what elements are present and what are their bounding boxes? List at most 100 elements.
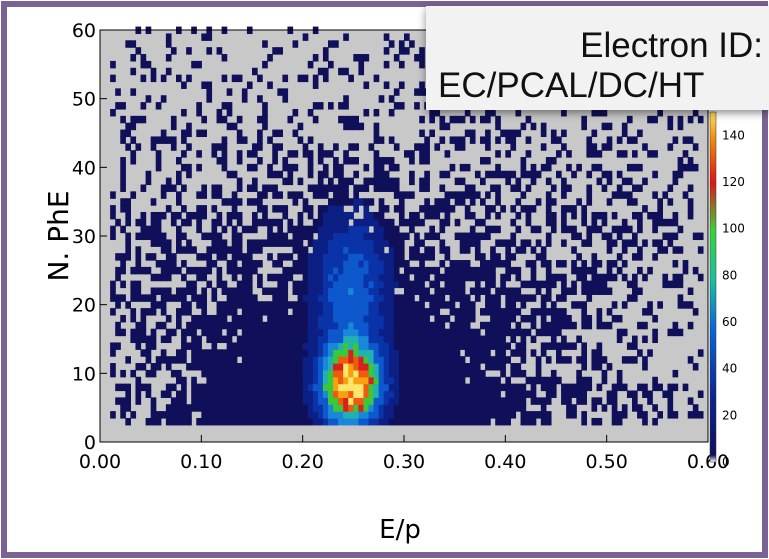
heatmap-cell <box>353 266 359 275</box>
heatmap-cell <box>328 198 334 206</box>
heatmap-cell <box>307 314 314 323</box>
heatmap-cell <box>434 349 441 357</box>
heatmap-cell <box>165 136 172 144</box>
heatmap-cell <box>348 335 354 344</box>
heatmap-cell <box>297 363 304 371</box>
heatmap-cell <box>687 198 694 206</box>
heatmap-cell <box>545 205 552 213</box>
heatmap-cell <box>383 239 390 247</box>
heatmap-cell <box>454 273 461 282</box>
heatmap-cell <box>358 225 365 234</box>
heatmap-cell <box>292 390 299 398</box>
heatmap-cell <box>388 383 395 392</box>
heatmap-cell <box>459 246 466 254</box>
heatmap-cell <box>505 260 511 268</box>
heatmap-cell <box>170 211 177 220</box>
heatmap-cell <box>125 205 131 213</box>
heatmap-cell <box>307 170 314 179</box>
heatmap-cell <box>317 342 324 350</box>
heatmap-cell <box>485 335 491 344</box>
heatmap-cell <box>500 397 506 405</box>
heatmap-cell <box>110 369 116 378</box>
heatmap-cell <box>409 328 415 337</box>
heatmap-cell <box>444 404 451 412</box>
heatmap-cell <box>621 150 628 158</box>
heatmap-cell <box>540 129 547 138</box>
heatmap-cell <box>170 184 177 192</box>
heatmap-cell <box>353 157 359 165</box>
heatmap-cell <box>236 301 243 309</box>
heatmap-cell <box>267 383 273 392</box>
heatmap-cell <box>358 321 365 330</box>
heatmap-cell <box>353 246 359 254</box>
heatmap-cell <box>307 205 314 213</box>
heatmap-cell <box>186 246 192 254</box>
heatmap-cell <box>338 349 344 357</box>
heatmap-cell <box>611 411 618 419</box>
heatmap-cell <box>257 356 263 364</box>
heatmap-cell <box>211 417 218 426</box>
heatmap-cell <box>196 60 202 69</box>
heatmap-cell <box>485 170 491 179</box>
heatmap-cell <box>252 383 258 392</box>
heatmap-cell <box>358 60 365 69</box>
heatmap-cell <box>419 177 425 186</box>
heatmap-cell <box>368 177 375 186</box>
heatmap-cell <box>581 356 587 364</box>
heatmap-cell <box>241 404 248 412</box>
heatmap-cell <box>231 294 238 302</box>
heatmap-cell <box>621 122 628 131</box>
heatmap-cell <box>566 184 572 192</box>
heatmap-cell <box>601 280 608 289</box>
heatmap-cell <box>424 369 430 378</box>
heatmap-cell <box>176 177 182 186</box>
heatmap-cell <box>287 115 294 124</box>
heatmap-cell <box>312 239 319 247</box>
heatmap-cell <box>145 225 152 234</box>
heatmap-cell <box>216 280 223 289</box>
heatmap-cell <box>272 260 278 268</box>
heatmap-cell <box>525 376 532 385</box>
heatmap-cell <box>464 397 471 405</box>
heatmap-cell <box>338 417 344 426</box>
heatmap-cell <box>393 232 400 241</box>
heatmap-cell <box>419 287 425 295</box>
heatmap-cell <box>667 390 674 398</box>
heatmap-cell <box>505 150 511 158</box>
heatmap-cell <box>135 376 142 385</box>
heatmap-cell <box>307 232 314 241</box>
heatmap-cell <box>586 136 593 144</box>
heatmap-cell <box>302 411 309 419</box>
heatmap-cell <box>414 342 420 350</box>
heatmap-cell <box>353 191 359 199</box>
heatmap-cell <box>333 205 339 213</box>
heatmap-cell <box>120 383 126 392</box>
heatmap-cell <box>378 184 385 192</box>
heatmap-cell <box>130 67 137 76</box>
y-tick-label: 40 <box>72 157 96 179</box>
heatmap-cell <box>201 81 207 89</box>
heatmap-cell <box>469 417 476 426</box>
heatmap-cell <box>626 136 633 144</box>
heatmap-cell <box>353 239 359 247</box>
heatmap-cell <box>444 198 451 206</box>
heatmap-cell <box>358 363 365 371</box>
heatmap-cell <box>246 342 253 350</box>
heatmap-cell <box>322 218 329 227</box>
heatmap-cell <box>647 211 653 220</box>
heatmap-cell <box>140 321 147 330</box>
heatmap-cell <box>439 115 446 124</box>
heatmap-cell <box>145 349 152 357</box>
heatmap-cell <box>454 335 461 344</box>
heatmap-cell <box>535 328 542 337</box>
heatmap-cell <box>252 266 258 275</box>
heatmap-cell <box>373 163 380 172</box>
heatmap-cell <box>257 363 263 371</box>
heatmap-cell <box>353 54 359 62</box>
heatmap-cell <box>338 260 344 268</box>
heatmap-cell <box>571 232 577 241</box>
heatmap-cell <box>424 273 430 282</box>
heatmap-cell <box>110 211 116 220</box>
heatmap-cell <box>378 163 385 172</box>
heatmap-cell <box>252 376 258 385</box>
